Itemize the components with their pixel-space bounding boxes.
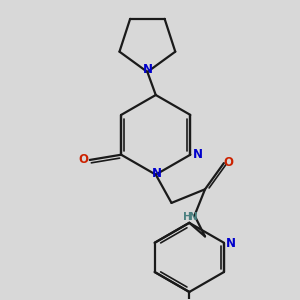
Text: N: N	[226, 237, 236, 250]
Text: N: N	[189, 212, 197, 222]
Text: O: O	[79, 152, 88, 166]
Text: N: N	[142, 63, 152, 76]
Text: N: N	[193, 148, 203, 161]
Text: O: O	[224, 156, 234, 169]
Text: H: H	[183, 212, 192, 222]
Text: N: N	[152, 167, 162, 180]
